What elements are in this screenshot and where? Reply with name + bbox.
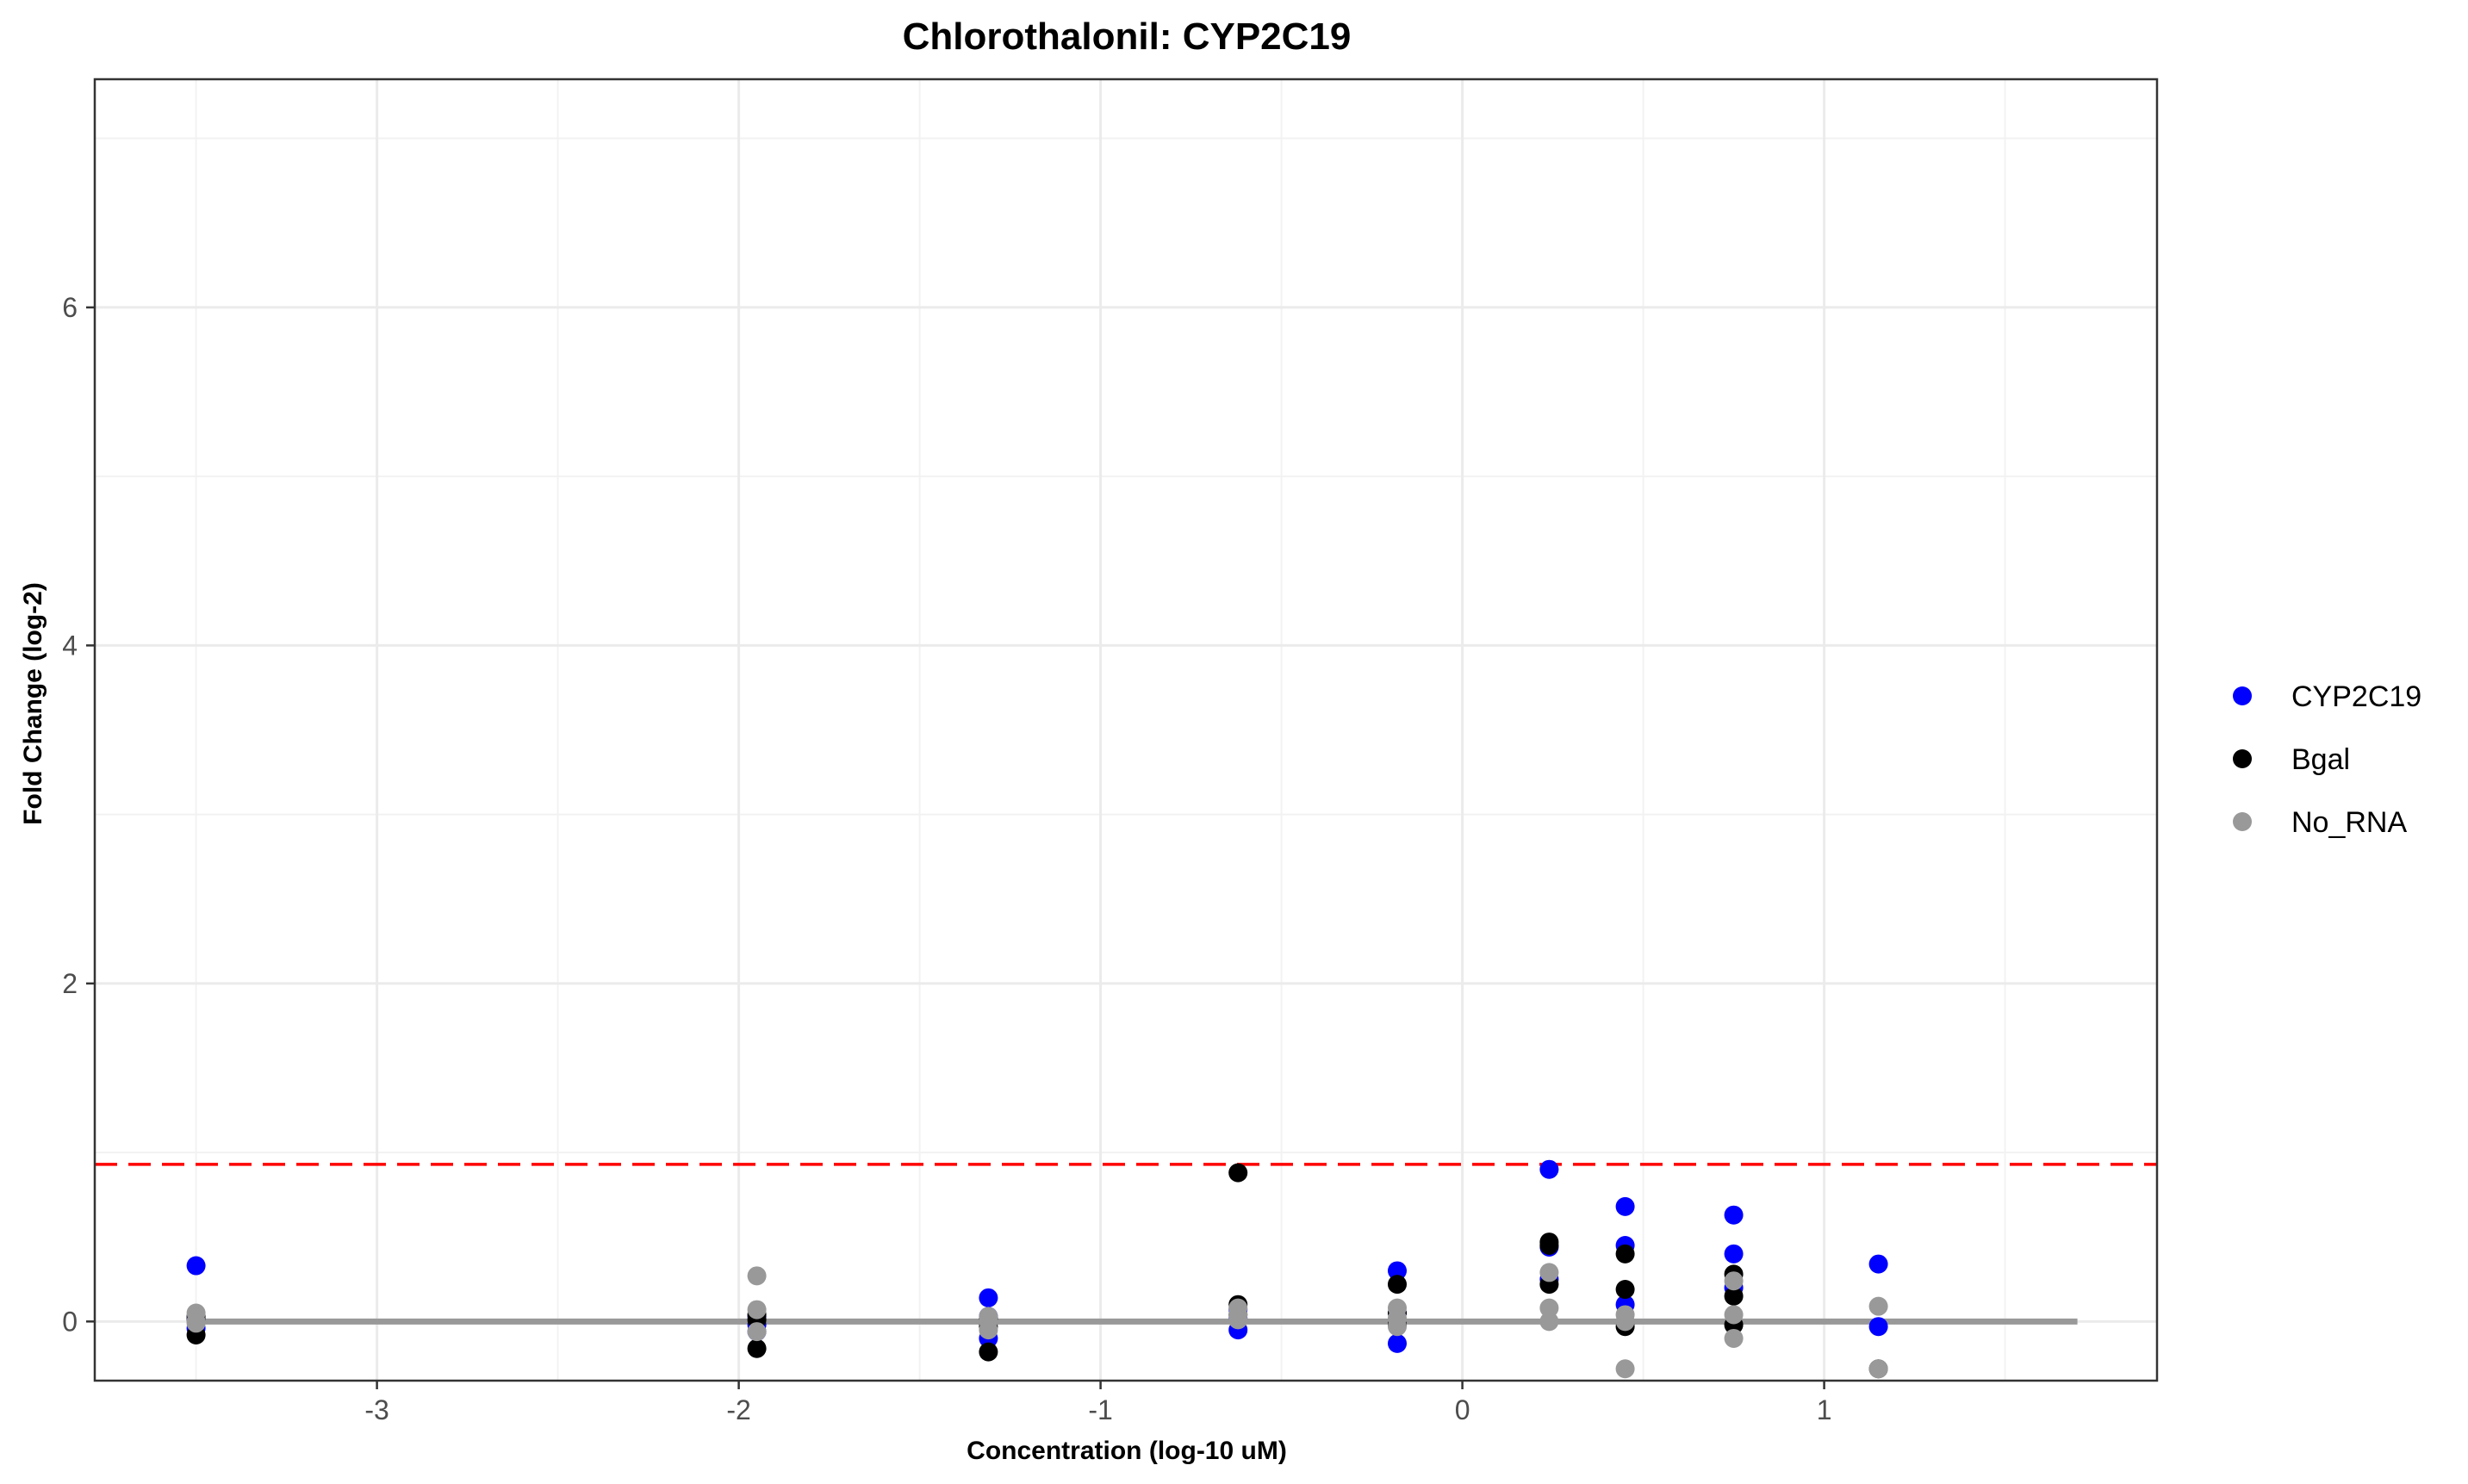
- point-no-rna: [747, 1322, 767, 1342]
- point-cyp2c19: [1539, 1159, 1559, 1179]
- point-bgal: [979, 1342, 998, 1362]
- y-axis-title: Fold Change (log-2): [19, 582, 47, 825]
- point-no-rna: [1539, 1298, 1559, 1318]
- point-cyp2c19: [979, 1288, 998, 1307]
- legend-key-no-rna: [2233, 812, 2252, 831]
- point-no-rna: [186, 1313, 206, 1333]
- plot-border: [93, 78, 2159, 1382]
- point-no-rna: [1539, 1263, 1559, 1282]
- point-bgal: [1615, 1244, 1635, 1264]
- legend-label-cyp2c19: CYP2C19: [2291, 680, 2421, 713]
- point-bgal: [1724, 1286, 1744, 1306]
- point-no-rna: [1388, 1317, 1407, 1337]
- x-tick-label: 0: [1455, 1394, 1470, 1425]
- point-no-rna: [1539, 1312, 1559, 1332]
- x-tick-label: -3: [364, 1394, 389, 1425]
- chart-title: Chlorothalonil: CYP2C19: [903, 16, 1352, 58]
- point-cyp2c19: [1868, 1254, 1888, 1274]
- y-tick-label: 0: [62, 1306, 78, 1337]
- point-no-rna: [747, 1266, 767, 1286]
- legend: CYP2C19 Bgal No_RNA: [2233, 680, 2421, 839]
- point-bgal: [1228, 1163, 1248, 1183]
- legend-key-bgal: [2233, 749, 2252, 768]
- point-no-rna: [1724, 1305, 1744, 1325]
- point-no-rna: [1724, 1328, 1744, 1348]
- x-tick-label: -2: [726, 1394, 750, 1425]
- point-cyp2c19: [1388, 1333, 1407, 1353]
- point-no-rna: [1868, 1296, 1888, 1316]
- x-axis-title: Concentration (log-10 uM): [967, 1437, 1287, 1465]
- y-tick-label: 2: [62, 968, 78, 999]
- point-no-rna: [979, 1320, 998, 1340]
- point-cyp2c19: [1868, 1317, 1888, 1337]
- y-tick-label: 6: [62, 292, 78, 323]
- point-no-rna: [1724, 1271, 1744, 1291]
- point-no-rna: [1228, 1310, 1248, 1330]
- x-tick-label: 1: [1817, 1394, 1832, 1425]
- plot-area: -3 -2 -1 0 1 0 2 4 6: [62, 78, 2159, 1425]
- y-tick-label: 4: [62, 630, 78, 661]
- point-no-rna: [1868, 1359, 1888, 1379]
- point-bgal: [747, 1338, 767, 1358]
- point-cyp2c19: [186, 1256, 206, 1276]
- point-bgal: [1539, 1236, 1559, 1256]
- point-bgal: [1615, 1280, 1635, 1300]
- legend-key-cyp2c19: [2233, 686, 2252, 705]
- point-cyp2c19: [1724, 1244, 1744, 1264]
- point-bgal: [1388, 1275, 1407, 1295]
- point-no-rna: [747, 1300, 767, 1319]
- x-tick-label: -1: [1088, 1394, 1112, 1425]
- point-no-rna: [1615, 1312, 1635, 1332]
- point-cyp2c19: [1388, 1261, 1407, 1281]
- legend-label-bgal: Bgal: [2291, 743, 2350, 776]
- point-no-rna: [1615, 1359, 1635, 1379]
- point-cyp2c19: [1615, 1196, 1635, 1216]
- legend-label-no-rna: No_RNA: [2291, 806, 2407, 839]
- point-cyp2c19: [1724, 1205, 1744, 1225]
